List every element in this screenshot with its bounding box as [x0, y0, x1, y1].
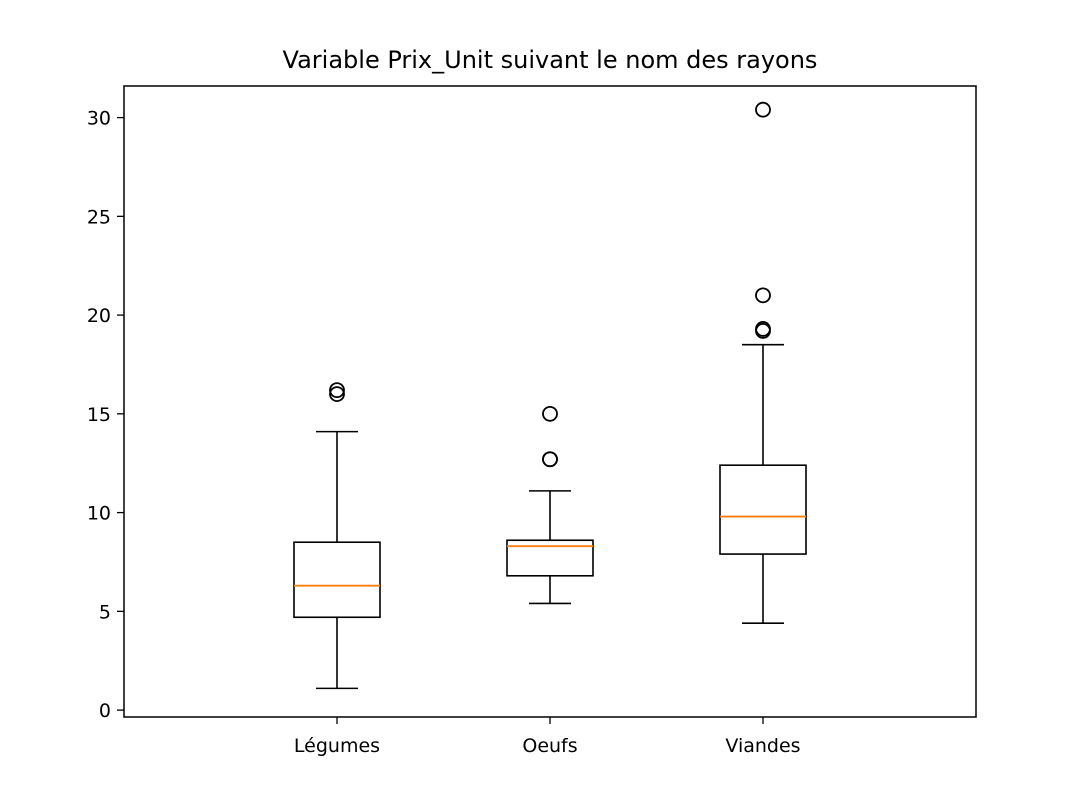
outlier-point [329, 382, 345, 399]
box-group: Viandes [719, 101, 807, 757]
x-tick-label: Légumes [294, 735, 380, 757]
iqr-box [293, 541, 381, 619]
y-tick-label: 20 [87, 305, 111, 327]
y-tick-label: 0 [99, 700, 111, 722]
y-tick-label: 10 [87, 503, 111, 525]
outlier-point [329, 386, 345, 402]
iqr-box [506, 539, 594, 577]
iqr-box [719, 464, 807, 555]
outlier-point [755, 321, 771, 337]
x-tick-label: Viandes [725, 735, 800, 757]
box-group: Légumes [293, 382, 381, 757]
box-group: Oeufs [506, 405, 594, 757]
y-tick-label: 5 [99, 601, 111, 623]
outlier-point [755, 101, 771, 118]
outlier-point [755, 287, 771, 304]
plot-frame [123, 85, 977, 718]
x-tick-label: Oeufs [522, 735, 577, 757]
outlier-point [542, 451, 558, 468]
y-tick-label: 25 [87, 206, 111, 228]
y-tick-label: 15 [87, 404, 111, 426]
outlier-point [542, 405, 558, 422]
chart-title: Variable Prix_Unit suivant le nom des ra… [283, 46, 818, 74]
y-tick-label: 30 [87, 108, 111, 130]
